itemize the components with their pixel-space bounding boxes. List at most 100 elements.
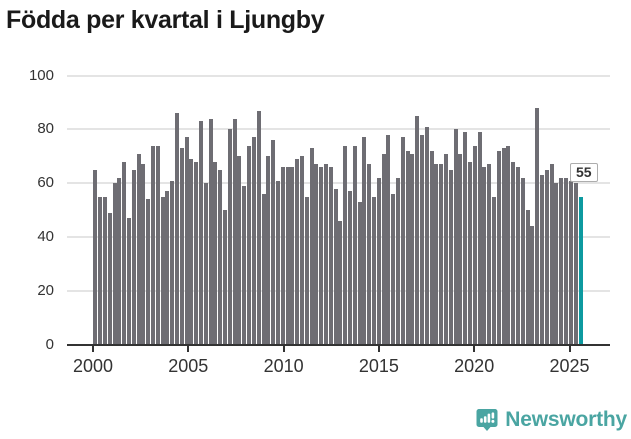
bar-2004Q2 [175, 113, 180, 345]
bar-2007Q4 [242, 185, 247, 345]
bar-2017Q1 [420, 134, 424, 345]
gridline-100 [67, 74, 610, 77]
bar-2011Q3 [314, 164, 319, 345]
bar-2003Q2 [155, 145, 160, 345]
bar-2000Q1 [93, 169, 98, 345]
bar-2024Q2 [559, 177, 564, 345]
bar-2006Q1 [208, 118, 213, 345]
bar-2007Q2 [232, 118, 237, 345]
bar-2022Q1 [516, 167, 521, 345]
bar-2020Q2 [482, 167, 487, 345]
bar-2022Q3 [525, 210, 530, 345]
x-axis-tick-2000 [92, 345, 94, 352]
y-axis-label-0: 0 [45, 336, 54, 353]
bar-2009Q3 [275, 180, 280, 345]
bar-2012Q2 [328, 167, 333, 345]
bar-2013Q1 [343, 145, 348, 345]
bar-2014Q3 [371, 196, 376, 345]
bar-2000Q2 [98, 196, 103, 345]
bar-2014Q4 [376, 177, 381, 345]
x-axis-line [67, 344, 610, 346]
bar-2020Q1 [477, 132, 482, 345]
bar-2011Q4 [319, 167, 324, 345]
bar-2023Q1 [535, 107, 540, 345]
bar-2011Q1 [304, 196, 309, 345]
bar-2010Q4 [299, 156, 304, 345]
bar-2004Q3 [179, 148, 184, 345]
bar-2000Q3 [103, 196, 107, 345]
bar-2016Q4 [415, 115, 420, 345]
bar-2014Q2 [367, 164, 372, 345]
bar-2018Q3 [448, 169, 453, 345]
bar-2021Q3 [506, 145, 511, 345]
highlight-bar-2025Q2 [578, 196, 583, 345]
bar-2015Q3 [391, 194, 396, 345]
bar-2010Q2 [290, 167, 295, 345]
newsworthy-logo-icon [476, 408, 498, 432]
bar-2009Q4 [280, 167, 285, 345]
bar-2006Q3 [218, 169, 223, 345]
bar-2024Q3 [564, 177, 569, 345]
bar-2014Q1 [362, 137, 367, 345]
bar-2021Q4 [511, 161, 516, 345]
x-axis-tick-2020 [473, 345, 476, 352]
bar-2008Q2 [251, 137, 256, 345]
bar-2006Q2 [213, 161, 218, 345]
bar-2007Q3 [237, 156, 242, 345]
x-axis-label-2000: 2000 [72, 356, 114, 376]
bar-2008Q4 [261, 194, 266, 345]
bar-2023Q2 [540, 175, 545, 345]
bar-2020Q4 [492, 196, 497, 345]
bar-2019Q3 [468, 161, 473, 345]
bar-2016Q2 [405, 150, 410, 345]
bar-2024Q4 [568, 180, 573, 345]
bar-2006Q4 [223, 210, 228, 345]
bar-2001Q2 [117, 177, 122, 345]
value-callout: 55 [570, 163, 598, 182]
bar-2002Q1 [131, 169, 136, 345]
bar-2023Q4 [549, 164, 554, 345]
chart-title: Födda per kvartal i Ljungby [6, 6, 325, 34]
bar-2003Q1 [151, 145, 156, 345]
bar-2008Q3 [256, 110, 261, 345]
bar-2001Q4 [127, 218, 132, 345]
x-axis-label-2010: 2010 [263, 356, 304, 376]
gridline-60 [67, 182, 610, 185]
bar-2000Q4 [107, 212, 112, 345]
bar-2025Q1 [573, 183, 578, 345]
newsworthy-logo: Newsworthy [476, 408, 627, 432]
bar-2003Q3 [160, 196, 165, 345]
logo-bar-1 [480, 418, 484, 423]
bar-2013Q3 [352, 145, 357, 345]
bar-2013Q4 [357, 202, 362, 345]
logo-bar-2 [484, 416, 487, 423]
bar-2016Q3 [410, 153, 415, 345]
bar-2021Q1 [496, 150, 501, 345]
bar-2015Q2 [386, 134, 391, 345]
bar-2015Q4 [395, 177, 400, 345]
bar-2022Q4 [530, 226, 535, 345]
newsworthy-wordmark: Newsworthy [505, 408, 627, 431]
bar-2009Q1 [266, 156, 271, 345]
bar-2001Q1 [112, 183, 117, 345]
bar-2001Q3 [122, 161, 127, 345]
x-axis-label-2015: 2015 [358, 356, 399, 376]
y-axis-label-60: 60 [37, 174, 54, 192]
x-axis-tick-2025 [568, 345, 571, 352]
bar-2018Q4 [453, 129, 458, 345]
bar-2018Q1 [439, 164, 444, 345]
bar-2004Q1 [170, 180, 175, 345]
bar-2011Q2 [309, 148, 314, 345]
bar-2017Q4 [434, 164, 439, 345]
bar-2007Q1 [227, 129, 232, 345]
bar-2019Q2 [463, 132, 468, 345]
bar-2005Q3 [199, 121, 204, 345]
bar-2005Q4 [203, 183, 208, 345]
bar-2005Q2 [194, 161, 199, 345]
x-axis-label-2005: 2005 [168, 356, 209, 376]
bar-2002Q4 [146, 199, 151, 345]
y-axis-label-100: 100 [28, 66, 54, 84]
bar-2021Q2 [501, 148, 506, 345]
bar-2017Q3 [429, 150, 434, 345]
bar-2002Q2 [136, 153, 141, 345]
